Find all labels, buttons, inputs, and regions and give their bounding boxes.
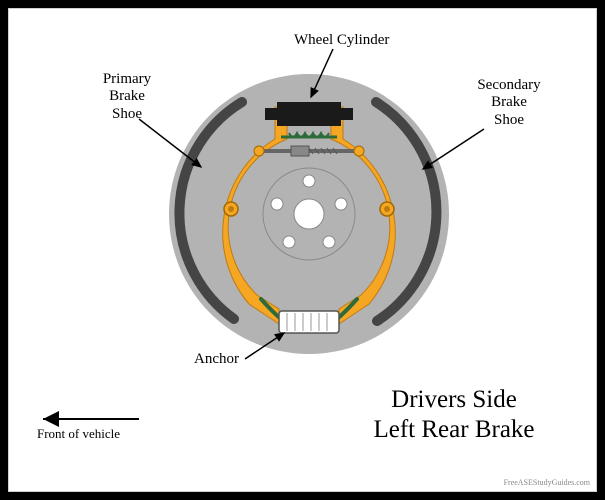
label-secondary-shoe-l3: Shoe (494, 112, 524, 128)
front-arrow (43, 411, 139, 427)
diagram-panel: Wheel Cylinder Primary Brake Shoe Second… (8, 8, 597, 492)
label-primary-shoe: Primary Brake Shoe (87, 71, 167, 123)
label-primary-shoe-l1: Primary (103, 71, 151, 87)
lug-hole (323, 236, 335, 248)
title-line2: Left Rear Brake (373, 416, 534, 443)
lug-hole (303, 175, 315, 187)
diagram-title: Drivers Side Left Rear Brake (339, 385, 569, 445)
label-anchor: Anchor (194, 351, 239, 368)
label-secondary-shoe-l1: Secondary (477, 77, 540, 93)
label-primary-shoe-l2: Brake (109, 88, 145, 104)
wheel-cylinder (277, 102, 341, 126)
anchor-adjuster (279, 311, 339, 333)
cylinder-piston-left (265, 108, 277, 120)
axle-hole (294, 199, 324, 229)
lug-hole (335, 198, 347, 210)
label-primary-shoe-l3: Shoe (112, 106, 142, 122)
label-wheel-cylinder: Wheel Cylinder (294, 32, 389, 49)
label-secondary-shoe: Secondary Brake Shoe (459, 77, 559, 129)
label-front-of-vehicle: Front of vehicle (37, 427, 120, 442)
title-line1: Drivers Side (391, 386, 517, 413)
lug-hole (271, 198, 283, 210)
label-secondary-shoe-l2: Brake (491, 94, 527, 110)
cylinder-piston-right (341, 108, 353, 120)
lug-hole (283, 236, 295, 248)
footer-credit: FreeASEStudyGuides.com (504, 478, 590, 487)
